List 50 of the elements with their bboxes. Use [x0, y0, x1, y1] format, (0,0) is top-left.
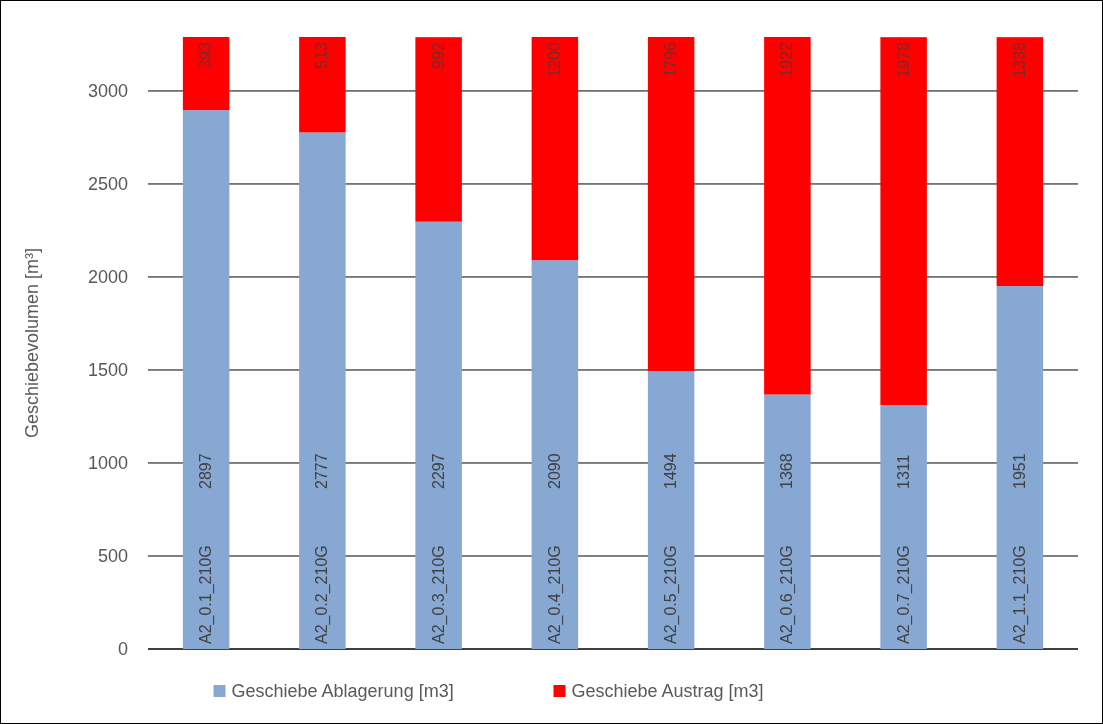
legend-label: Geschiebe Austrag [m3] [571, 681, 764, 701]
data-label: 513 [313, 41, 331, 69]
bar [647, 371, 695, 649]
y-tick-label: 3000 [87, 81, 128, 102]
data-label: 1922 [778, 41, 796, 78]
y-tick-label: 1500 [87, 360, 128, 381]
x-tick-label: A2_1.1_210G [1010, 545, 1029, 644]
data-label: 393 [197, 41, 215, 69]
bar [182, 37, 230, 111]
x-tick-label: A2_0.4_210G [545, 545, 564, 644]
data-label: 2297 [429, 453, 447, 489]
data-label: 1951 [1010, 453, 1028, 489]
y-tick-label: 500 [97, 546, 128, 567]
bar [182, 110, 230, 649]
x-tick-label: A2_0.2_210G [313, 545, 332, 644]
bar [415, 221, 462, 649]
bar [415, 37, 462, 222]
bar [647, 37, 695, 372]
bar [996, 37, 1044, 287]
bar [299, 37, 346, 133]
x-tick-label: A2_0.6_210G [778, 545, 797, 644]
bar [880, 405, 927, 649]
bar [531, 260, 579, 649]
bar [996, 286, 1044, 649]
data-label: 2090 [545, 453, 563, 489]
data-label: 1978 [894, 42, 912, 78]
bar [531, 37, 579, 261]
y-tick-label: 0 [117, 639, 128, 660]
x-tick-label: A2_0.3_210G [429, 545, 448, 644]
data-label: 2897 [197, 453, 215, 489]
x-tick-label: A2_0.5_210G [662, 545, 681, 644]
y-tick-label: 2500 [87, 174, 128, 195]
y-tick-label: 1000 [87, 453, 128, 474]
data-label: 992 [429, 42, 447, 69]
bar [764, 394, 811, 649]
x-tick-label: A2_0.1_210G [197, 545, 216, 644]
data-label: 1368 [778, 453, 796, 489]
y-tick-label: 2000 [87, 267, 128, 288]
data-label: 1796 [662, 41, 680, 78]
x-tick-label: A2_0.7_210G [894, 545, 913, 644]
bar [880, 37, 927, 406]
bar [764, 37, 811, 395]
data-label: 1494 [662, 453, 680, 489]
legend-label: Geschiebe Ablagerung [m3] [231, 681, 454, 701]
y-axis-title: Geschiebevolumen [m³] [22, 247, 42, 439]
data-label: 1338 [1010, 42, 1028, 78]
data-label: 2777 [313, 453, 331, 489]
bar [299, 132, 346, 649]
data-label: 1200 [545, 41, 563, 78]
data-label: 1311 [894, 454, 912, 489]
